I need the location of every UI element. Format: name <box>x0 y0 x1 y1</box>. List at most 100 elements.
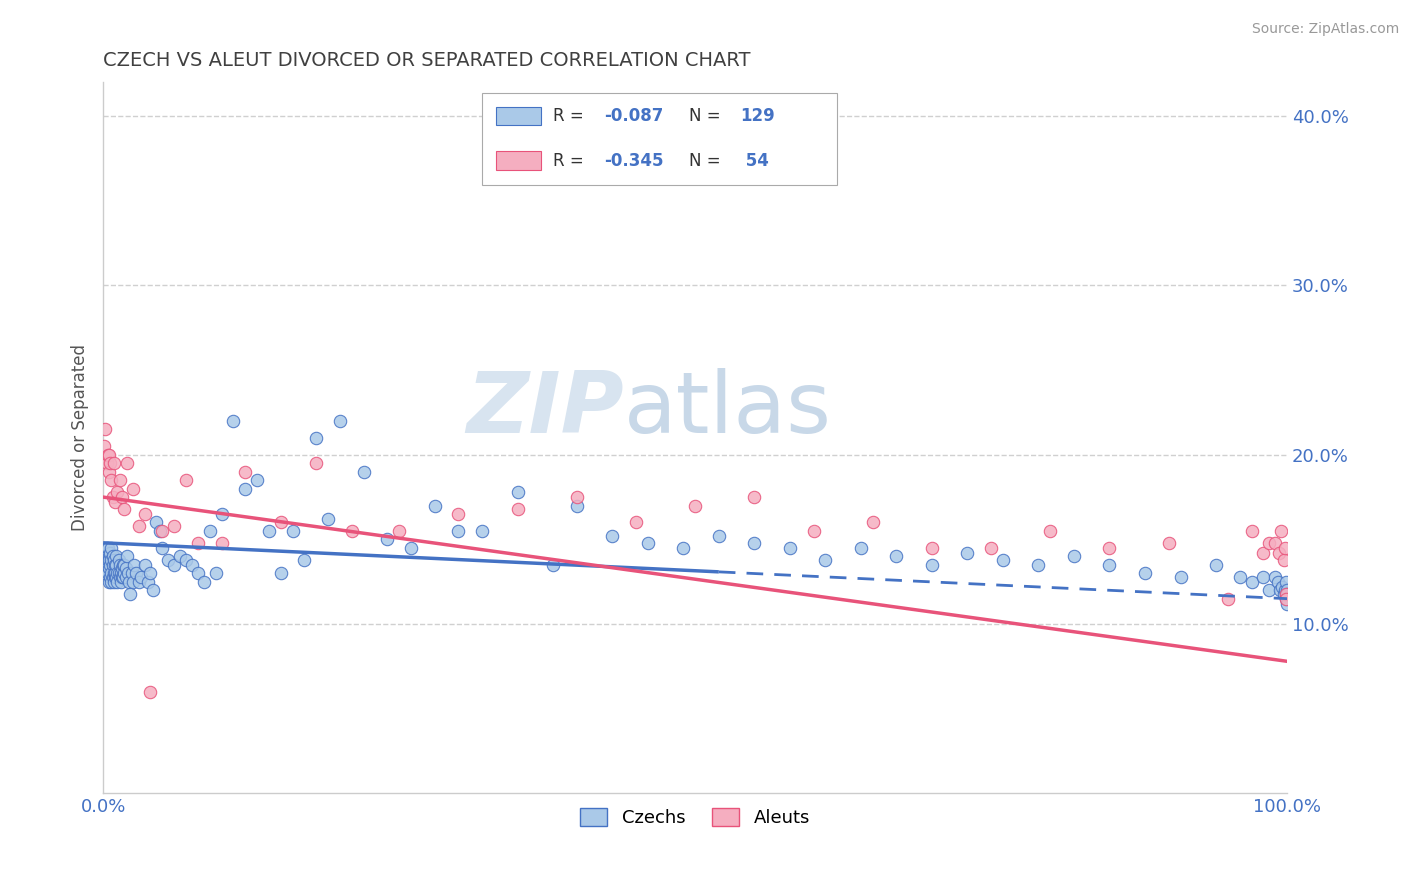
Point <box>103 574 125 589</box>
Point <box>118 574 141 589</box>
Point <box>211 536 233 550</box>
Point <box>101 549 124 564</box>
Point <box>707 529 730 543</box>
Point <box>150 524 173 538</box>
Point <box>108 558 131 572</box>
Point <box>862 516 884 530</box>
Point <box>447 524 470 538</box>
Point <box>110 574 132 589</box>
Point <box>96 456 118 470</box>
Point <box>98 448 121 462</box>
Point <box>105 569 128 583</box>
Point <box>105 574 128 589</box>
Point <box>1272 553 1295 567</box>
Point <box>104 566 127 581</box>
Point <box>98 558 121 572</box>
Point <box>1264 569 1286 583</box>
Point <box>270 566 292 581</box>
Point <box>246 473 269 487</box>
Point <box>104 558 127 572</box>
Point <box>637 536 659 550</box>
Point <box>94 566 117 581</box>
Point <box>565 499 588 513</box>
Point <box>100 566 122 581</box>
Point <box>98 553 121 567</box>
Point <box>115 549 138 564</box>
Point <box>187 566 209 581</box>
Point <box>198 524 221 538</box>
Point <box>157 553 180 567</box>
Point <box>305 456 328 470</box>
Point <box>105 566 128 581</box>
Text: R =: R = <box>553 152 589 169</box>
Point <box>211 507 233 521</box>
Point <box>97 566 120 581</box>
Point <box>1039 524 1062 538</box>
Point <box>105 558 128 572</box>
FancyBboxPatch shape <box>496 106 541 125</box>
Point <box>97 553 120 567</box>
Point <box>121 482 143 496</box>
Point <box>120 586 142 600</box>
Text: 129: 129 <box>740 107 775 125</box>
Point <box>1028 558 1050 572</box>
Point <box>1229 569 1251 583</box>
Point <box>742 536 765 550</box>
Point <box>98 574 121 589</box>
Text: atlas: atlas <box>624 368 832 451</box>
Point <box>174 553 197 567</box>
FancyBboxPatch shape <box>482 93 837 186</box>
Point <box>115 456 138 470</box>
Point <box>128 574 150 589</box>
Point <box>204 566 226 581</box>
Point <box>281 524 304 538</box>
Point <box>1275 586 1298 600</box>
Point <box>100 473 122 487</box>
Point <box>672 541 695 555</box>
Point <box>114 561 136 575</box>
Point <box>683 499 706 513</box>
Text: -0.345: -0.345 <box>605 152 664 169</box>
Text: -0.087: -0.087 <box>605 107 664 125</box>
Point <box>956 546 979 560</box>
Point <box>329 414 352 428</box>
Point <box>1098 541 1121 555</box>
Point <box>742 490 765 504</box>
Point <box>1098 558 1121 572</box>
Point <box>233 465 256 479</box>
Point <box>98 549 121 564</box>
Point <box>94 422 117 436</box>
Point <box>1063 549 1085 564</box>
Point <box>93 558 115 572</box>
Point <box>1240 574 1263 589</box>
Point <box>114 569 136 583</box>
Point <box>121 566 143 581</box>
Point <box>103 566 125 581</box>
Point <box>1271 580 1294 594</box>
Text: 54: 54 <box>740 152 769 169</box>
Point <box>105 485 128 500</box>
Point <box>1275 586 1298 600</box>
Point <box>105 549 128 564</box>
Point <box>163 558 186 572</box>
Point <box>388 524 411 538</box>
Point <box>1275 574 1298 589</box>
Point <box>98 561 121 575</box>
Point <box>111 561 134 575</box>
Point <box>98 546 121 560</box>
Point <box>803 524 825 538</box>
Legend: Czechs, Aleuts: Czechs, Aleuts <box>572 800 817 834</box>
Point <box>1275 597 1298 611</box>
Point <box>316 512 339 526</box>
Text: CZECH VS ALEUT DIVORCED OR SEPARATED CORRELATION CHART: CZECH VS ALEUT DIVORCED OR SEPARATED COR… <box>103 51 751 70</box>
Point <box>98 456 121 470</box>
Point <box>1240 524 1263 538</box>
Point <box>110 566 132 581</box>
Point <box>305 431 328 445</box>
Point <box>163 519 186 533</box>
Point <box>1253 546 1275 560</box>
Point <box>100 541 122 555</box>
Point <box>181 558 204 572</box>
Point <box>1274 583 1296 598</box>
Point <box>233 482 256 496</box>
